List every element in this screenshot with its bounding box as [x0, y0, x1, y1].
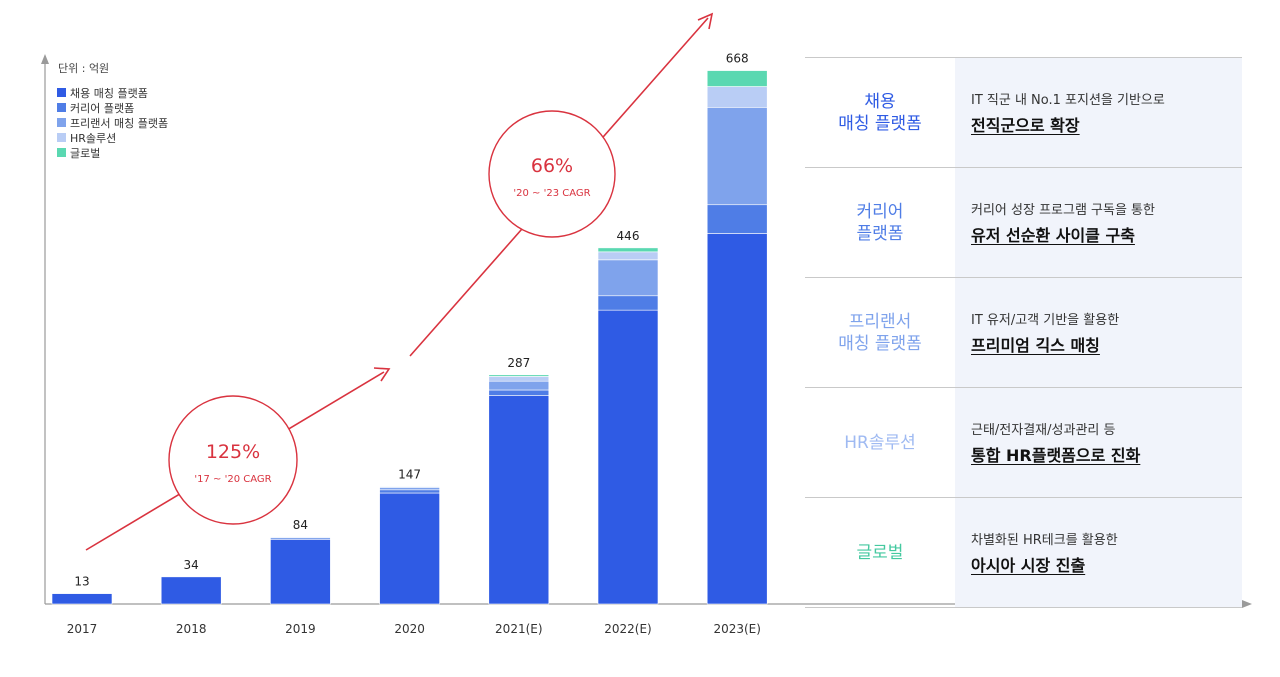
- bar-segment: [488, 374, 550, 377]
- row-description: 근태/전자결재/성과관리 등: [971, 423, 1116, 438]
- legend-swatch: [57, 118, 66, 127]
- y-axis-arrow: [41, 54, 49, 64]
- legend-label: 채용 매칭 플랫폼: [70, 87, 148, 100]
- value-label: 287: [507, 356, 530, 370]
- bar-segment: [706, 204, 768, 234]
- bar-segment: [597, 309, 659, 605]
- bar-segment: [379, 487, 440, 491]
- x-tick-label: 2023(E): [713, 622, 760, 636]
- value-label: 84: [293, 518, 308, 532]
- value-label: 34: [184, 558, 199, 572]
- legend-label: 글로벌: [70, 147, 100, 160]
- legend-label: 커리어 플랫폼: [70, 102, 134, 115]
- row-name: 커리어 플랫폼: [856, 201, 904, 244]
- cagr-circle-1: [168, 395, 298, 525]
- bar-segment: [597, 247, 659, 253]
- row-highlight: 프리미엄 긱스 매칭: [971, 336, 1100, 355]
- legend-swatch: [57, 103, 66, 112]
- row-name: 프리랜서 매칭 플랫폼: [838, 311, 922, 354]
- value-label: 13: [74, 575, 89, 589]
- cagr-circle-2: [488, 110, 616, 238]
- bar-segment: [706, 86, 768, 108]
- row-description: IT 유저/고객 기반을 활용한: [971, 313, 1120, 328]
- row-highlight: 전직군으로 확장: [971, 116, 1080, 135]
- bar-segment: [488, 395, 550, 605]
- bar-segment: [488, 380, 550, 391]
- growth-arrow-2-head: [697, 12, 714, 30]
- x-tick-label: 2022(E): [604, 622, 651, 636]
- bars: [51, 70, 768, 605]
- row-name: 채용 매칭 플랫폼: [838, 91, 922, 134]
- row-highlight: 통합 HR플랫폼으로 진화: [971, 446, 1141, 465]
- row-name: HR솔루션: [844, 432, 916, 453]
- x-tick-labels: 2017 2018 2019 2020 2021(E) 2022(E) 2023(E): [67, 622, 761, 636]
- bar-segment: [160, 576, 222, 605]
- value-label: 446: [617, 229, 640, 243]
- x-tick-label: 2020: [394, 622, 425, 636]
- cagr-label-2: '20 ~ '23 CAGR: [513, 188, 590, 199]
- bar-segment: [379, 489, 440, 494]
- value-label: 147: [398, 468, 421, 482]
- bar-segment: [706, 70, 768, 87]
- x-tick-label: 2018: [176, 622, 207, 636]
- x-tick-label: 2019: [285, 622, 316, 636]
- row-description: IT 직군 내 No.1 포지션을 기반으로: [971, 93, 1165, 108]
- value-labels: 13 34 84 147 287 446 668: [74, 52, 748, 589]
- value-label: 668: [726, 52, 749, 66]
- bar-segment: [597, 251, 659, 261]
- bar-segment: [706, 107, 768, 206]
- bar-segment: [488, 376, 550, 382]
- x-tick-label: 2021(E): [495, 622, 542, 636]
- cagr-value-2: 66%: [531, 155, 573, 177]
- unit-label: 단위 : 억원: [58, 62, 109, 75]
- bar-segment: [379, 492, 440, 605]
- x-axis-arrow: [1242, 600, 1252, 608]
- bar-segment: [270, 539, 331, 605]
- row-description: 커리어 성장 프로그램 구독을 통한: [971, 203, 1155, 218]
- bar-segment: [597, 295, 659, 311]
- bar-segment: [706, 233, 768, 605]
- cagr-value-1: 125%: [206, 441, 260, 463]
- row-name: 글로벌: [856, 542, 904, 563]
- cagr-label-1: '17 ~ '20 CAGR: [194, 474, 271, 485]
- row-highlight: 아시아 시장 진출: [971, 556, 1086, 575]
- bar-segment: [379, 486, 440, 488]
- legend-swatch: [57, 148, 66, 157]
- bar-segment: [597, 259, 659, 297]
- cagr-badge-1: 125% '17 ~ '20 CAGR: [168, 395, 298, 525]
- x-tick-label: 2017: [67, 622, 98, 636]
- row-description: 차별화된 HR테크를 활용한: [971, 533, 1118, 548]
- legend-label: 프리랜서 매칭 플랫폼: [70, 117, 168, 130]
- legend-swatch: [57, 133, 66, 142]
- legend-swatch: [57, 88, 66, 97]
- row-highlight: 유저 선순환 사이클 구축: [971, 226, 1135, 245]
- bar-segment: [270, 536, 331, 539]
- legend-label: HR솔루션: [70, 132, 116, 145]
- cagr-badge-2: 66% '20 ~ '23 CAGR: [488, 110, 616, 238]
- bar-segment: [51, 593, 113, 605]
- growth-arrow-1-head: [373, 367, 391, 382]
- bar-segment: [488, 389, 550, 396]
